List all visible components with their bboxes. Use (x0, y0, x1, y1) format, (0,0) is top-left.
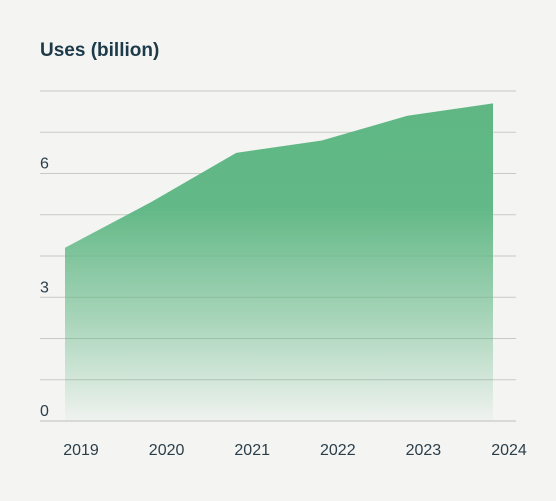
area-series (65, 103, 493, 421)
y-tick-label: 0 (40, 403, 49, 420)
x-tick-label: 2023 (406, 442, 442, 459)
chart-title: Uses (billion) (40, 40, 160, 61)
x-tick-label: 2020 (149, 442, 185, 459)
y-tick-label: 3 (40, 279, 49, 296)
x-tick-label: 2019 (63, 442, 99, 459)
x-tick-label: 2024 (491, 442, 527, 459)
y-tick-label: 6 (40, 156, 49, 173)
x-tick-label: 2021 (234, 442, 270, 459)
x-tick-label: 2022 (320, 442, 356, 459)
